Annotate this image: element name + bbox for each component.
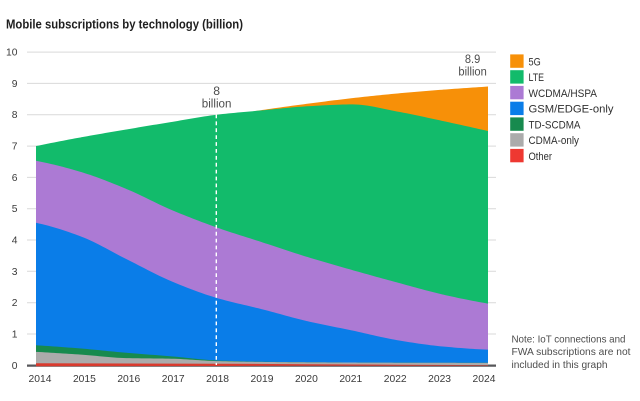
- svg-text:2019: 2019: [251, 374, 274, 385]
- svg-text:4: 4: [12, 236, 18, 247]
- svg-text:LTE: LTE: [529, 72, 545, 84]
- svg-text:0: 0: [12, 361, 18, 372]
- svg-text:2022: 2022: [384, 374, 407, 385]
- svg-text:3: 3: [12, 267, 18, 278]
- svg-text:5G: 5G: [529, 56, 541, 68]
- svg-text:2017: 2017: [162, 374, 185, 385]
- svg-text:2021: 2021: [339, 374, 362, 385]
- svg-text:2015: 2015: [73, 374, 96, 385]
- svg-text:GSM/EDGE-only: GSM/EDGE-only: [529, 104, 614, 116]
- svg-text:8: 8: [213, 84, 220, 98]
- svg-text:billion: billion: [458, 65, 486, 79]
- svg-text:8.9: 8.9: [465, 52, 481, 66]
- svg-text:Note: IoT connections and: Note: IoT connections and: [512, 335, 626, 346]
- svg-text:2020: 2020: [295, 374, 318, 385]
- svg-text:included in this graph: included in this graph: [512, 360, 608, 371]
- svg-text:CDMA-only: CDMA-only: [529, 135, 580, 147]
- svg-text:2023: 2023: [428, 374, 451, 385]
- svg-text:6: 6: [12, 173, 18, 184]
- svg-text:Other: Other: [529, 151, 553, 163]
- svg-text:9: 9: [12, 79, 18, 90]
- svg-text:2016: 2016: [117, 374, 140, 385]
- svg-text:WCDMA/HSPA: WCDMA/HSPA: [529, 88, 598, 100]
- svg-text:2018: 2018: [206, 374, 229, 385]
- svg-text:10: 10: [6, 48, 18, 59]
- svg-text:1: 1: [12, 330, 18, 341]
- svg-text:7: 7: [12, 142, 18, 153]
- svg-text:billion: billion: [202, 96, 232, 110]
- svg-text:TD-SCDMA: TD-SCDMA: [529, 119, 582, 131]
- svg-text:Mobile subscriptions by techno: Mobile subscriptions by technology (bill…: [6, 16, 243, 31]
- svg-text:2014: 2014: [29, 374, 52, 385]
- svg-text:2024: 2024: [473, 374, 496, 385]
- svg-text:FWA subscriptions are not: FWA subscriptions are not: [512, 347, 631, 358]
- svg-text:2: 2: [12, 298, 18, 309]
- svg-text:8: 8: [12, 110, 18, 121]
- svg-text:5: 5: [12, 204, 18, 215]
